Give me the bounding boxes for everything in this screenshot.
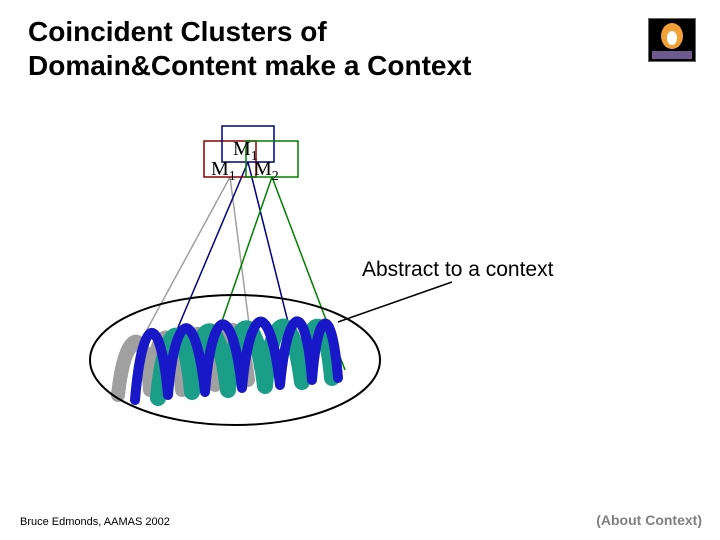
footer-right: (About Context) bbox=[596, 512, 702, 528]
abstract-label: Abstract to a context bbox=[362, 258, 553, 282]
label-m1-left: M1 bbox=[211, 158, 236, 185]
logo-icon bbox=[648, 18, 696, 62]
slide-title-line1: Coincident Clusters of bbox=[28, 16, 327, 48]
footer-left: Bruce Edmonds, AAMAS 2002 bbox=[20, 516, 170, 528]
slide-title-line2: Domain&Content make a Context bbox=[28, 50, 471, 82]
label-m2-right: M2 bbox=[254, 158, 279, 185]
